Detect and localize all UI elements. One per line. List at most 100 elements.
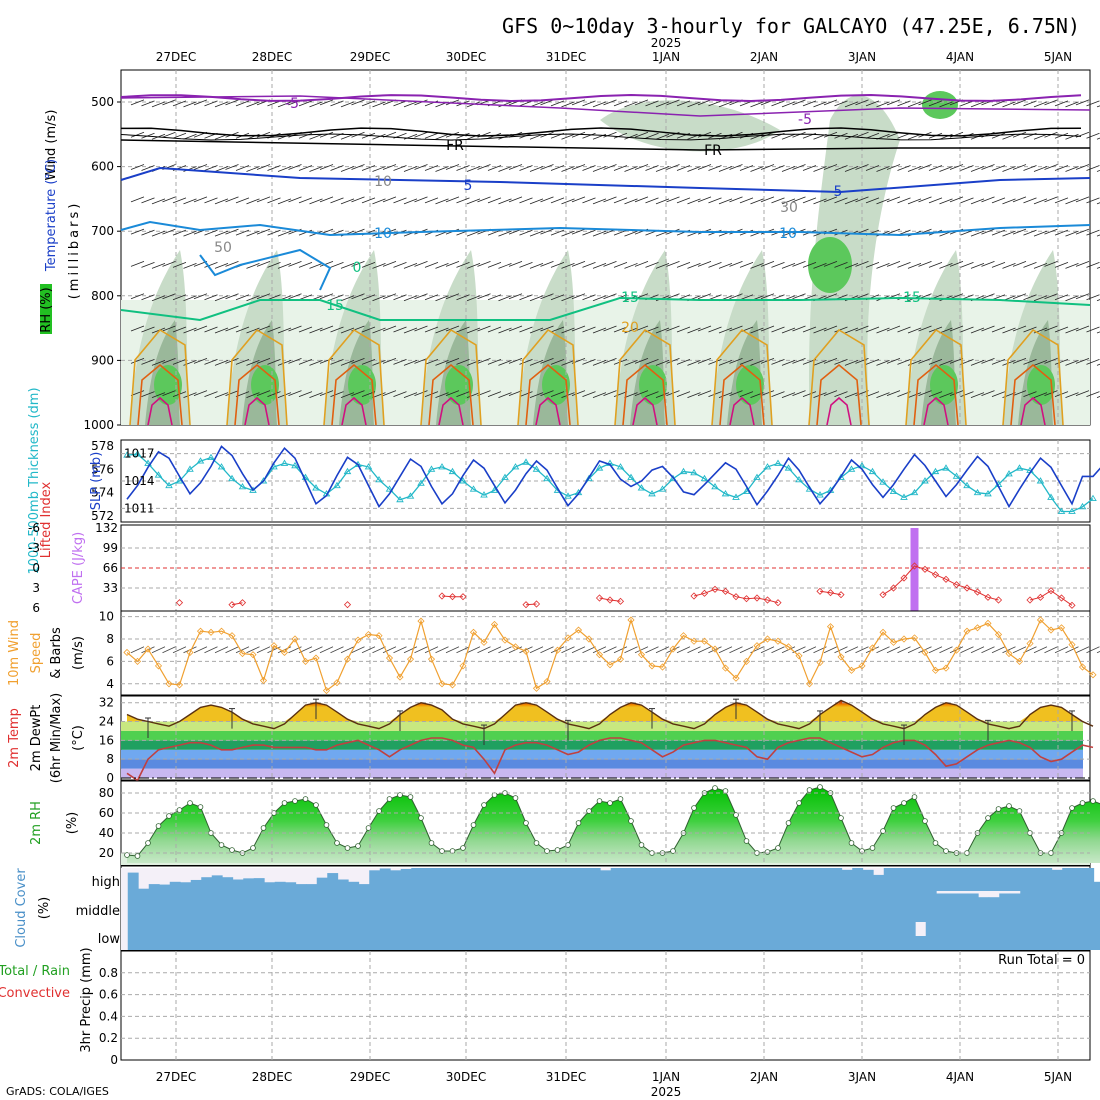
wind-barb <box>403 295 418 302</box>
thickness-point <box>196 457 205 464</box>
cloud-bar <box>390 922 402 950</box>
rh-point <box>848 840 855 846</box>
wind-barb <box>855 99 869 106</box>
rh-point <box>733 812 739 818</box>
wind10-barb <box>981 646 995 654</box>
wind-barb <box>130 131 145 138</box>
wind-barb <box>351 390 365 396</box>
cloud-bar <box>484 891 496 922</box>
wind-barb <box>141 165 155 171</box>
wind10-point <box>627 616 635 624</box>
wind10-point <box>354 636 362 644</box>
thickness-point <box>532 465 541 472</box>
rh-point <box>617 796 624 802</box>
wind-barb <box>235 326 250 333</box>
contour-20 <box>129 328 191 426</box>
cloud-bar <box>516 891 528 922</box>
wind-barb <box>561 295 575 302</box>
contour-15 <box>120 296 1091 322</box>
cloud-bar <box>232 891 244 922</box>
wind-barb <box>193 293 208 300</box>
wind-barb <box>781 327 796 334</box>
wind-barb <box>519 197 533 204</box>
wind-barb <box>340 166 355 172</box>
wind-barb <box>309 263 323 269</box>
cloud-bar <box>253 878 265 891</box>
cloud-bar <box>1020 868 1032 891</box>
thickness-point <box>133 450 142 457</box>
wind10-point <box>921 648 929 657</box>
thickness-tick-label: 572 <box>91 509 114 523</box>
cloud-bar <box>957 868 969 891</box>
rh-shade-high <box>808 237 852 293</box>
cloud-bar <box>789 922 801 950</box>
cloud-bar <box>411 868 423 891</box>
wind-barb <box>1075 390 1090 396</box>
cloud-bar <box>600 922 612 950</box>
temp-series <box>121 698 1094 782</box>
li-point <box>973 588 982 596</box>
cloud-bar <box>778 922 790 950</box>
wind-barb <box>267 326 281 333</box>
contour-25 <box>1010 363 1056 426</box>
wind-barb <box>802 326 817 333</box>
cloud-bar <box>925 891 937 922</box>
cloud-bar <box>936 868 948 891</box>
wind-barb <box>823 131 838 138</box>
rh-point <box>197 804 204 810</box>
wind-barb <box>613 132 628 139</box>
cloud-bar <box>736 891 748 922</box>
wind-barb <box>550 165 565 171</box>
wind-barb <box>781 101 796 108</box>
cloud-bar <box>852 922 864 950</box>
cloud-bar <box>295 884 307 891</box>
cloud-bar <box>1041 922 1053 950</box>
li-point <box>721 587 730 595</box>
cloud-bar <box>904 891 916 922</box>
wind10-point <box>1005 649 1013 658</box>
wind10-line <box>126 617 1094 692</box>
cloud-bar <box>327 922 339 950</box>
wind-barb <box>592 359 607 366</box>
cloud-bar <box>957 922 969 950</box>
wind-barb <box>267 294 281 301</box>
cloud-bar <box>148 884 160 891</box>
rh-ylabel-1: 2m RH <box>29 801 44 845</box>
wind10-point <box>868 644 877 652</box>
pressure-tick-label: 600 <box>91 160 114 174</box>
wind-barb <box>729 390 743 396</box>
wind-barb <box>939 198 953 205</box>
wind-barb <box>529 166 544 172</box>
cloud-bar <box>883 922 895 950</box>
wind10-point <box>606 661 614 669</box>
cloud-bar <box>547 891 559 922</box>
wind-barb <box>477 261 491 267</box>
cloud-bar <box>673 922 685 950</box>
wind-barb <box>403 392 418 398</box>
cloud-bar <box>138 922 150 950</box>
wind-barb <box>1075 325 1090 332</box>
wind-barb <box>277 198 292 205</box>
wind-barb <box>613 229 628 236</box>
thickness-point <box>144 459 152 466</box>
wind-barb <box>970 101 985 108</box>
wind-barb <box>372 198 386 205</box>
wind-barb <box>823 325 838 332</box>
contour-label: 30 <box>780 200 798 216</box>
wind-barb <box>130 293 145 300</box>
wind10-barb <box>592 646 607 654</box>
wind-barb <box>183 263 197 269</box>
wind-barb <box>771 100 785 107</box>
thickness-point <box>837 473 845 480</box>
slp-tick-label: 1014 <box>124 474 155 488</box>
wind-barb <box>1012 196 1027 203</box>
cloud-bar <box>967 922 979 950</box>
wind-barb <box>876 101 890 108</box>
wind-barb <box>130 196 145 203</box>
wind10-point <box>732 674 740 682</box>
wind-barb <box>361 294 376 301</box>
precip-panel-frame <box>120 950 1091 1061</box>
wind-barb <box>1075 99 1090 106</box>
